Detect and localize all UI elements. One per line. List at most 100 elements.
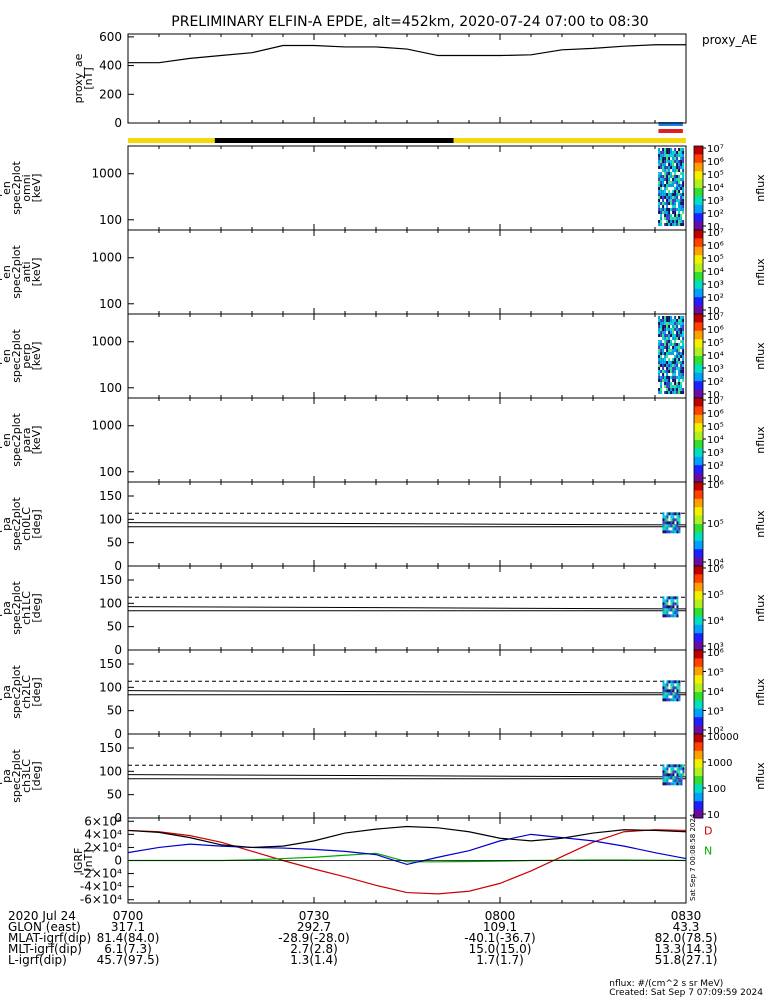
colorbar-band bbox=[694, 582, 703, 592]
heatmap-cell bbox=[676, 358, 679, 361]
heatmap-cell bbox=[668, 764, 671, 768]
heatmap-cell bbox=[676, 175, 679, 178]
y-axis-label-line: [keV] bbox=[30, 426, 43, 455]
heatmap-cell bbox=[658, 316, 661, 319]
colorbar-label-g: nflux bbox=[754, 258, 767, 286]
colorbar-band bbox=[694, 490, 703, 500]
colorbar-band bbox=[694, 717, 703, 727]
colorbar-tick-label: 10⁵ bbox=[707, 338, 724, 349]
heatmap-cell bbox=[680, 370, 683, 373]
heatmap-cell bbox=[680, 217, 683, 220]
colorbar-tick-label: 10² bbox=[707, 209, 724, 220]
ephemeris-value: 51.8(27.1) bbox=[654, 953, 718, 967]
heatmap-cell bbox=[662, 602, 665, 606]
y-axis-label-line: [deg] bbox=[30, 509, 43, 538]
heatmap-cell bbox=[672, 596, 675, 600]
heatmap-cell bbox=[660, 190, 663, 193]
heatmap-cell bbox=[660, 328, 663, 331]
heatmap-cell bbox=[664, 352, 667, 355]
heatmap-cell bbox=[668, 160, 671, 163]
heatmap-cell bbox=[682, 193, 685, 196]
heatmap-cell bbox=[668, 178, 671, 181]
heatmap-cell bbox=[676, 596, 679, 600]
colorbar-band bbox=[694, 339, 703, 349]
y-axis-label-line: perp bbox=[20, 343, 33, 368]
heatmap-cell bbox=[666, 686, 669, 690]
heatmap-cell bbox=[668, 181, 671, 184]
heatmap-cell bbox=[662, 151, 665, 154]
heatmap-cell bbox=[674, 208, 677, 211]
heatmap-cell bbox=[682, 205, 685, 208]
heatmap-cell bbox=[676, 602, 679, 606]
colorbar-band bbox=[694, 305, 703, 315]
heatmap-cell bbox=[678, 181, 681, 184]
colorbar-band bbox=[694, 230, 703, 239]
heatmap-cell bbox=[658, 184, 661, 187]
heatmap-cell bbox=[680, 391, 683, 394]
y-tick-label: 50 bbox=[107, 536, 122, 550]
heatmap-cell bbox=[672, 343, 675, 346]
series-line bbox=[128, 44, 686, 64]
heatmap-cell bbox=[680, 367, 683, 370]
heatmap-cell bbox=[660, 343, 663, 346]
heatmap-cell bbox=[680, 160, 683, 163]
heatmap-cell bbox=[670, 524, 673, 528]
heatmap-cell bbox=[666, 208, 669, 211]
colorbar-label: nflux bbox=[754, 426, 767, 454]
heatmap-cell bbox=[672, 683, 675, 687]
heatmap-cell bbox=[676, 512, 679, 516]
heatmap-cell bbox=[668, 530, 671, 534]
heatmap-cell bbox=[668, 776, 671, 780]
heatmap-cell bbox=[662, 515, 665, 519]
heatmap-cell bbox=[660, 157, 663, 160]
colorbar-band bbox=[694, 792, 703, 802]
status-marker bbox=[658, 122, 683, 126]
heatmap-cell bbox=[674, 530, 677, 534]
heatmap-cell bbox=[672, 358, 675, 361]
heatmap-cell bbox=[660, 382, 663, 385]
colorbar-tick-label: 10⁴ bbox=[707, 558, 724, 569]
colorbar-tick-label: 10⁶ bbox=[707, 480, 724, 491]
heatmap-cell bbox=[676, 388, 679, 391]
heatmap-cell bbox=[676, 695, 679, 699]
heatmap-cell bbox=[664, 217, 667, 220]
heatmap-cell bbox=[668, 512, 671, 516]
ephemeris-value: 15.0(15.0) bbox=[468, 942, 532, 956]
heatmap-cell bbox=[682, 211, 685, 214]
colorbar-tick-label: 10⁴ bbox=[707, 687, 724, 698]
heatmap-cell bbox=[680, 157, 683, 160]
heatmap-cell bbox=[666, 680, 669, 684]
heatmap-cell bbox=[664, 328, 667, 331]
heatmap-cell bbox=[658, 166, 661, 169]
y-axis-label-line: spec2plot bbox=[10, 245, 23, 299]
heatmap-cell bbox=[674, 692, 677, 696]
heatmap-cell bbox=[678, 358, 681, 361]
heatmap-cell bbox=[662, 686, 665, 690]
heatmap-cell bbox=[670, 515, 673, 519]
y-axis-label-line: spec2plot bbox=[10, 665, 23, 719]
heatmap-cell bbox=[680, 322, 683, 325]
heatmap-cell bbox=[676, 343, 679, 346]
y-axis-label: elapefenspec2plotpara[keV] bbox=[0, 413, 43, 467]
heatmap-cell bbox=[662, 512, 665, 516]
heatmap-cell bbox=[664, 602, 667, 606]
heatmap-cell bbox=[664, 605, 667, 609]
heatmap-cell bbox=[662, 157, 665, 160]
heatmap-cell bbox=[682, 343, 685, 346]
y-axis-label-line: [deg] bbox=[30, 761, 43, 790]
heatmap-cell bbox=[662, 166, 665, 169]
heatmap-cell bbox=[674, 334, 677, 337]
heatmap-cell bbox=[682, 346, 685, 349]
heatmap-cell bbox=[674, 376, 677, 379]
heatmap-cell bbox=[662, 205, 665, 208]
heatmap-cell bbox=[674, 217, 677, 220]
heatmap-cell bbox=[660, 361, 663, 364]
heatmap-cell bbox=[678, 220, 681, 223]
heatmap-cell bbox=[664, 779, 667, 783]
heatmap-cell bbox=[676, 530, 679, 534]
heatmap-cell bbox=[662, 316, 665, 319]
heatmap-cell bbox=[672, 178, 675, 181]
heatmap-cell bbox=[676, 169, 679, 172]
heatmap-cell bbox=[666, 319, 669, 322]
heatmap-cell bbox=[668, 211, 671, 214]
